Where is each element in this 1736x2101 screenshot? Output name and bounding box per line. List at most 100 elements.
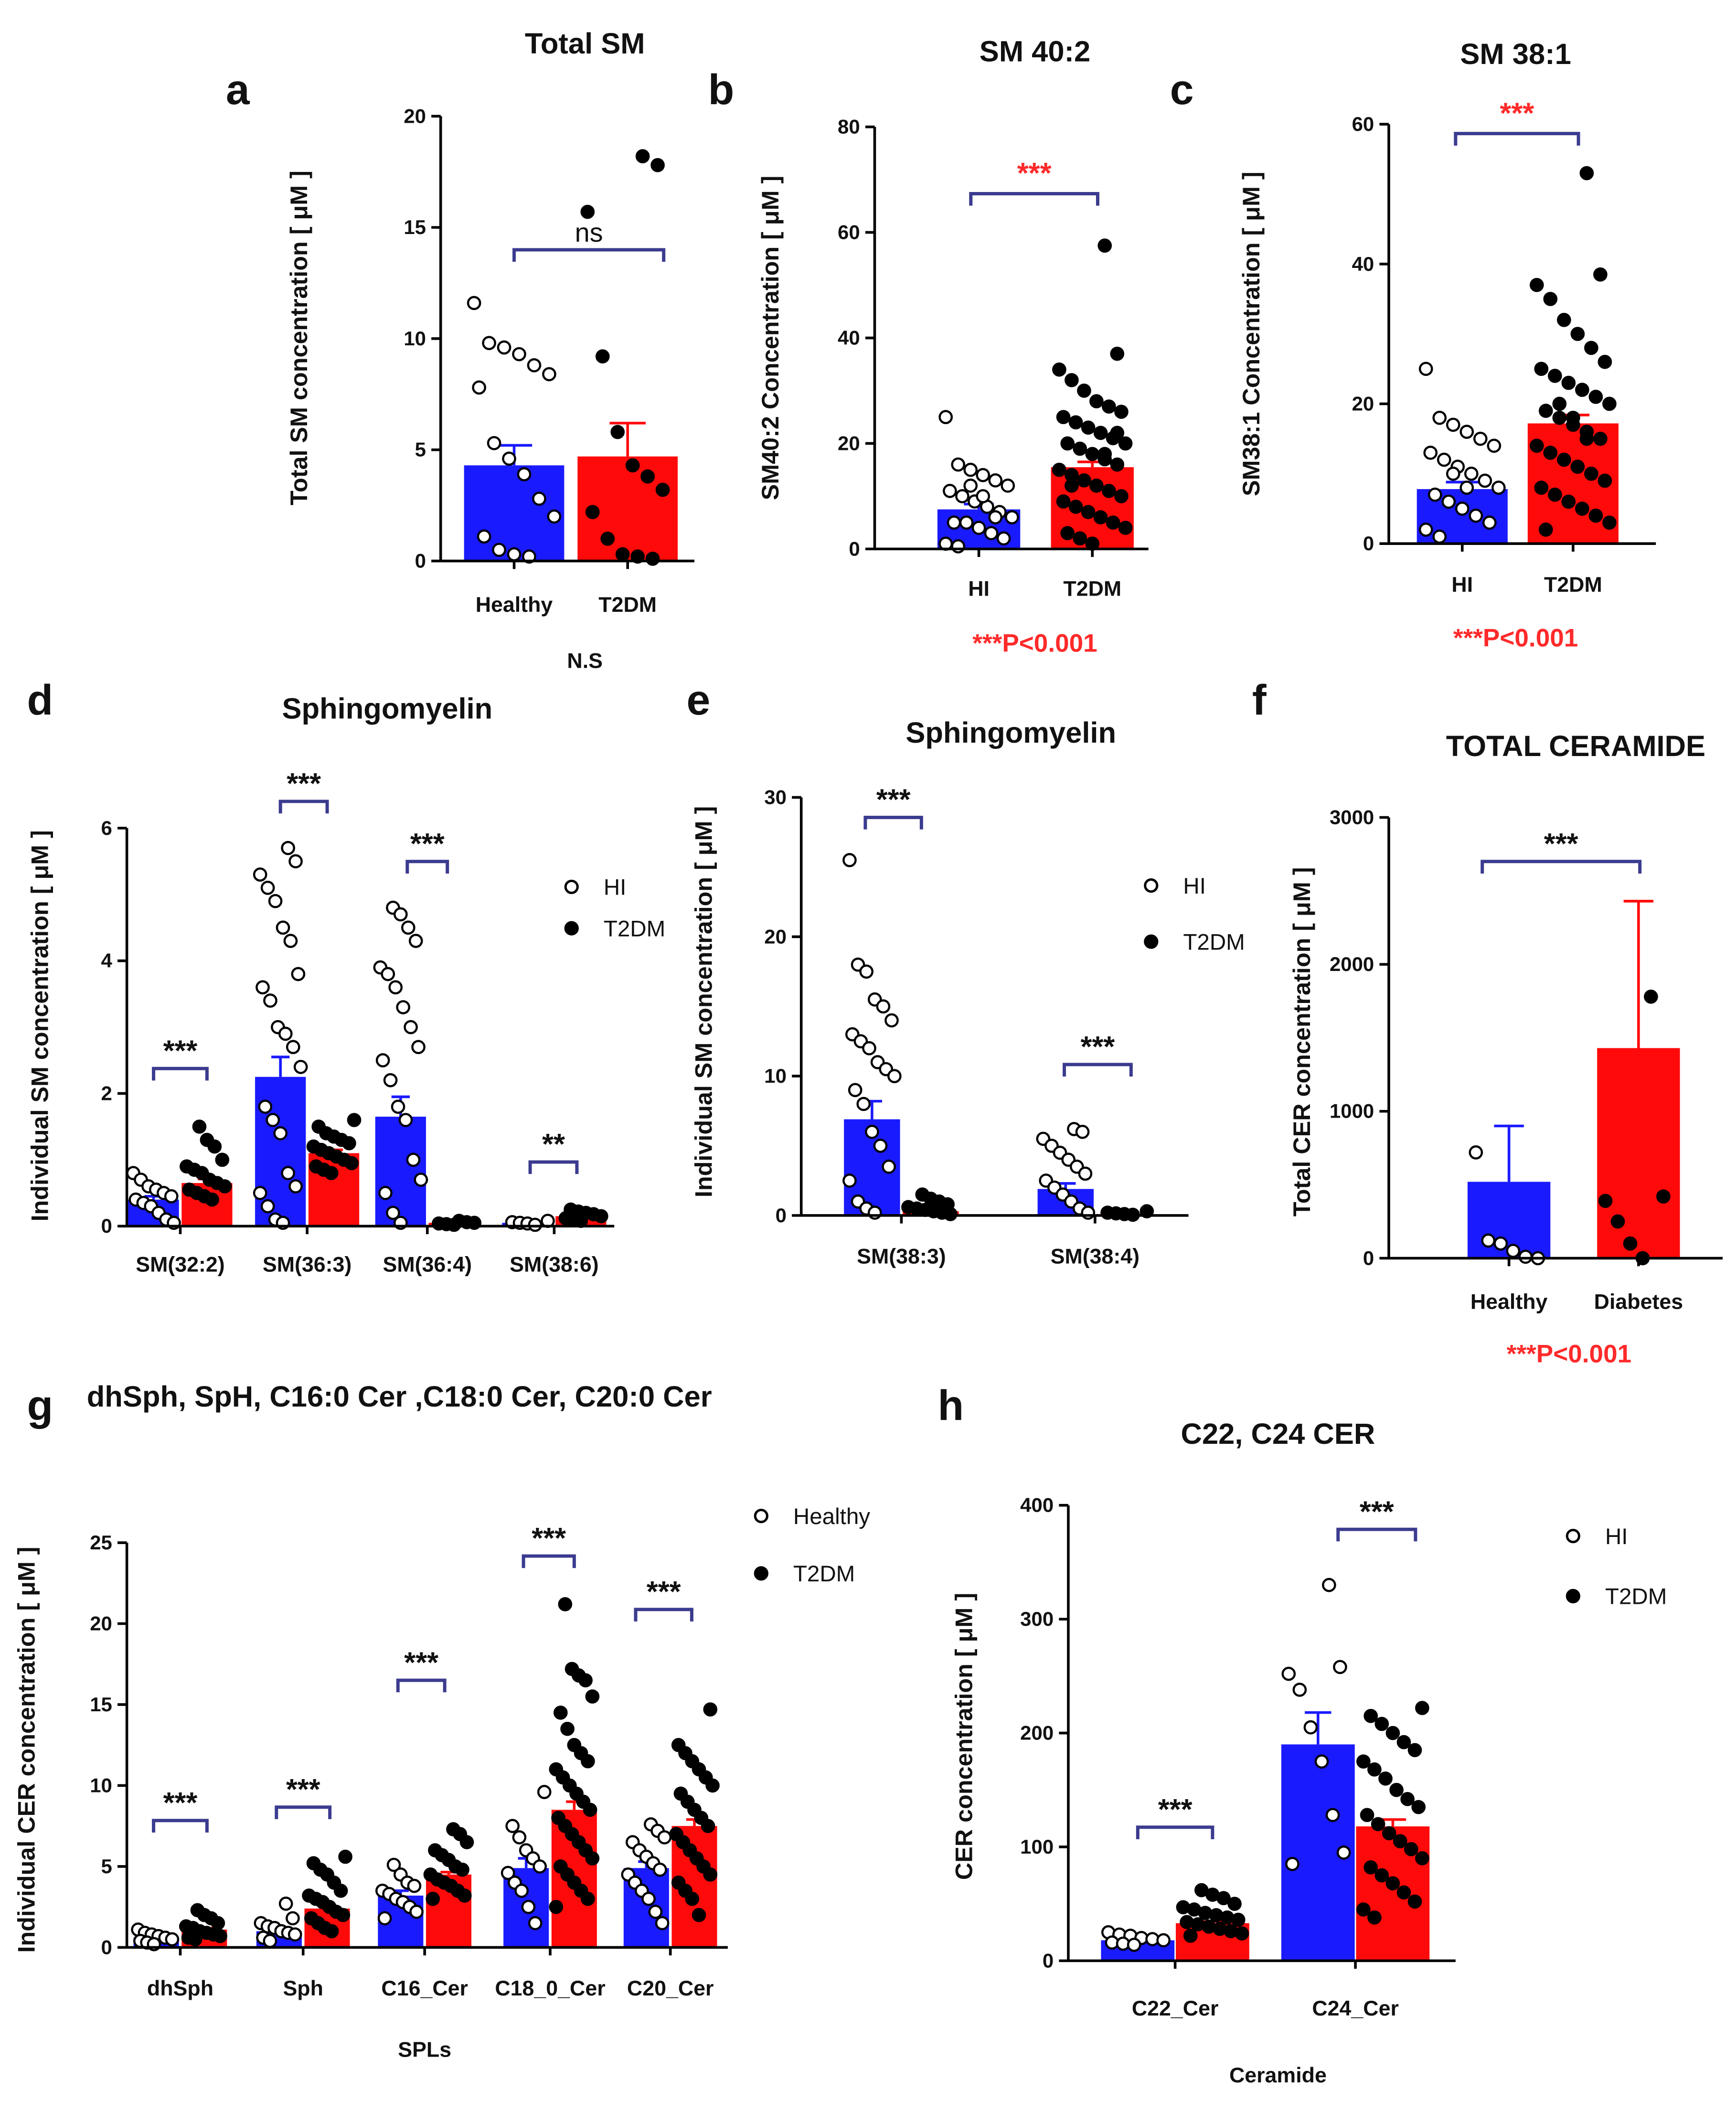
data-point — [1469, 508, 1483, 523]
data-point — [1548, 369, 1562, 383]
significance-bracket — [528, 1160, 579, 1174]
data-point — [1081, 420, 1096, 435]
significance-bracket — [152, 1066, 209, 1081]
data-point — [278, 1897, 293, 1911]
x-tick-label: HI — [968, 576, 990, 600]
x-axis-label: N.S — [567, 649, 603, 672]
data-point — [377, 1911, 392, 1926]
data-point — [215, 1152, 230, 1167]
data-point — [276, 920, 290, 935]
data-point — [1367, 1910, 1382, 1925]
y-tick-label: 15 — [404, 216, 426, 238]
data-point — [1292, 1683, 1307, 1697]
data-point — [862, 1041, 876, 1056]
legend-label: T2DM — [1605, 1584, 1667, 1610]
data-point — [192, 1120, 207, 1134]
data-point — [1396, 1885, 1411, 1900]
data-point — [492, 543, 506, 557]
data-point — [502, 451, 516, 466]
data-point — [943, 484, 957, 498]
y-axis-label: CER concentration [ μM ] — [950, 1593, 978, 1880]
y-axis-label: Individual SM concentration [ μM ] — [690, 806, 717, 1197]
data-point — [1400, 1792, 1415, 1806]
x-tick-label: HI — [1451, 573, 1473, 597]
significance-bracket — [512, 248, 666, 262]
y-tick-label: 15 — [90, 1693, 112, 1716]
significance-label: *** — [1158, 1793, 1193, 1826]
y-tick-label: 0 — [415, 550, 426, 572]
data-point — [1518, 1249, 1533, 1264]
data-point — [1418, 523, 1433, 537]
data-point — [1235, 1926, 1249, 1941]
panel-e: SM(38:3) SM(38:4) 0 10 20 30 *** *** Sphingomyel… — [687, 676, 1245, 1268]
data-point — [514, 1883, 529, 1898]
data-point — [1371, 1817, 1385, 1832]
data-point — [1441, 494, 1456, 509]
data-point — [984, 526, 999, 541]
data-point — [943, 1207, 958, 1221]
data-point — [542, 367, 556, 382]
data-point — [477, 529, 491, 544]
significance-bracket — [1336, 1527, 1417, 1542]
data-point — [1005, 510, 1019, 524]
x-tick-label: T2DM — [1063, 576, 1121, 600]
panel-letter: f — [1252, 676, 1267, 724]
data-point — [404, 1020, 418, 1035]
data-point — [1077, 473, 1091, 488]
panel-title: TOTAL CERAMIDE — [1446, 730, 1705, 763]
data-point — [288, 854, 303, 869]
panel-title: Sphingomyelin — [282, 693, 493, 725]
data-point — [625, 458, 640, 473]
data-point — [1097, 238, 1112, 253]
data-point — [988, 473, 1003, 488]
data-point — [959, 515, 974, 530]
data-point — [1102, 484, 1116, 498]
significance-label: *** — [1544, 827, 1578, 860]
data-point — [1089, 394, 1104, 408]
panel-title: SM 40:2 — [980, 35, 1090, 68]
data-point — [1455, 501, 1470, 516]
y-tick-label: 0 — [1043, 1949, 1054, 1972]
data-point — [1114, 489, 1129, 503]
y-axis-label: SM38:1 Concentration [ μM ] — [1237, 171, 1265, 496]
data-point — [1389, 1782, 1404, 1797]
significance-label: *** — [1081, 1030, 1115, 1063]
x-tick-label: T2DM — [1544, 573, 1602, 597]
y-tick-label: 0 — [776, 1204, 787, 1226]
data-point — [1415, 1701, 1429, 1715]
legend-label: T2DM — [793, 1561, 855, 1587]
x-tick-label: SM(36:3) — [263, 1252, 351, 1276]
x-tick-label: C16_Cer — [381, 1976, 468, 2000]
legend-label: T2DM — [1183, 929, 1245, 955]
legend-item-hi: HI — [1566, 1524, 1628, 1549]
data-point — [1068, 500, 1083, 514]
data-point — [1593, 267, 1608, 282]
data-point — [268, 894, 283, 908]
data-point — [1314, 1754, 1329, 1769]
data-point — [517, 467, 532, 481]
y-tick-label: 300 — [1020, 1608, 1054, 1630]
legend-item-hi: HI — [1144, 874, 1206, 899]
data-point — [1097, 447, 1112, 461]
data-point — [1534, 480, 1549, 495]
y-tick-label: 30 — [764, 786, 787, 809]
data-point — [630, 549, 645, 564]
data-point — [286, 1040, 300, 1055]
data-point — [487, 436, 501, 450]
y-tick-label: 20 — [90, 1612, 112, 1634]
data-point — [260, 1199, 275, 1214]
data-point — [585, 505, 600, 519]
data-point — [213, 1929, 227, 1943]
y-tick-label: 400 — [1020, 1494, 1054, 1516]
data-point — [1073, 441, 1087, 456]
data-point — [472, 380, 486, 395]
data-point — [1110, 457, 1125, 472]
data-point — [1385, 1726, 1400, 1740]
data-point — [273, 1126, 288, 1141]
data-point — [1598, 473, 1612, 488]
data-point — [467, 296, 481, 310]
data-point — [1231, 1912, 1246, 1927]
data-point — [512, 1830, 527, 1845]
y-tick-label: 4 — [101, 949, 113, 972]
data-point — [401, 920, 415, 935]
